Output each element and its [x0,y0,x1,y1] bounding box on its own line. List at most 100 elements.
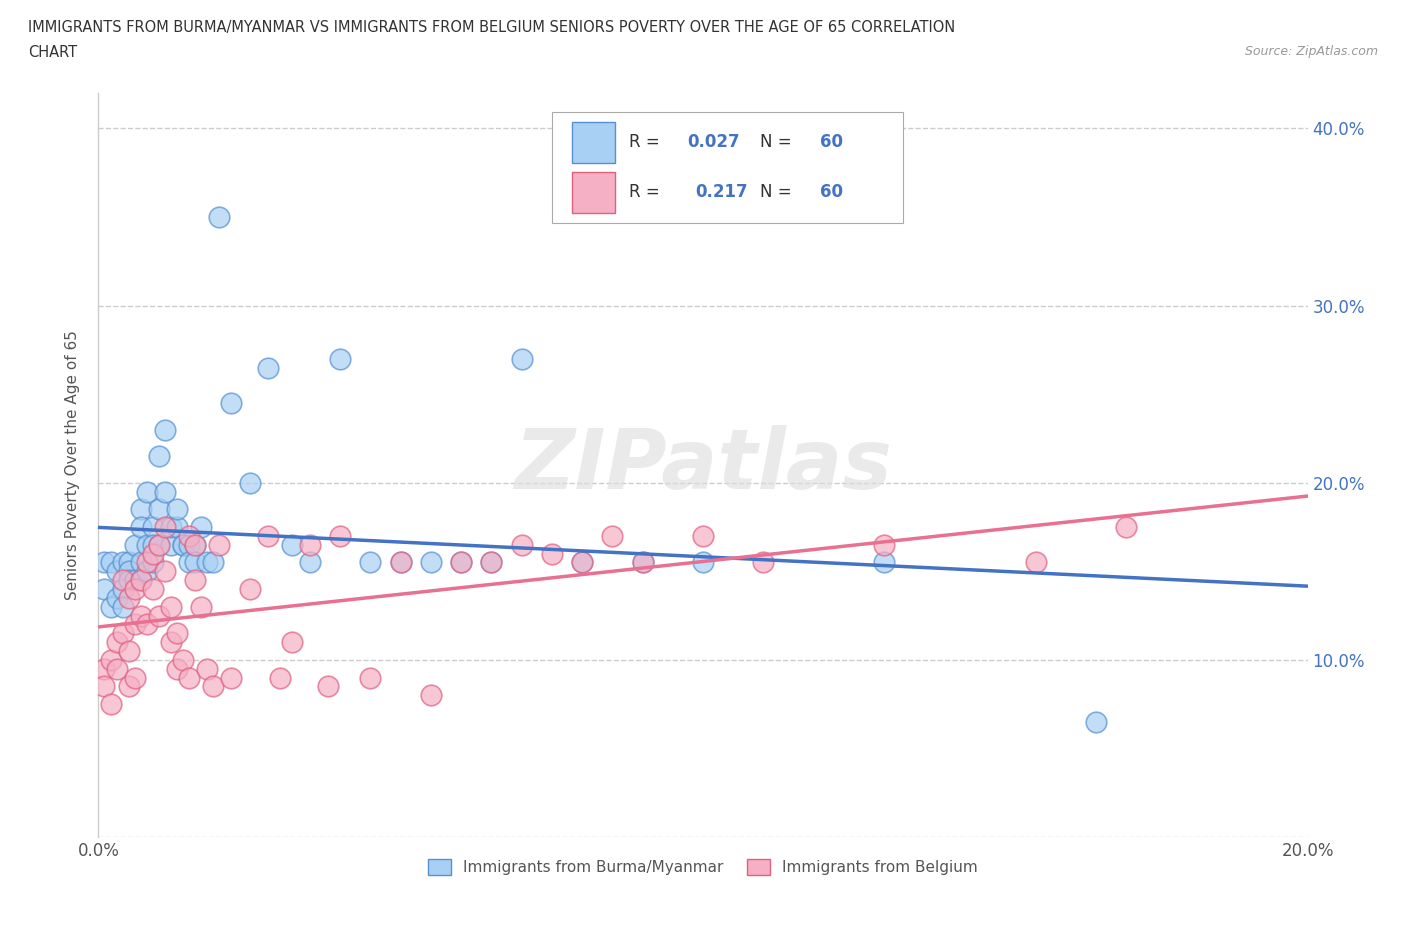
Point [111,626,134,641]
FancyBboxPatch shape [572,172,614,213]
Point [316,679,339,694]
Text: R =: R = [630,134,665,152]
Point [124,617,146,631]
Point [166,520,188,535]
Point [299,555,322,570]
FancyBboxPatch shape [572,122,614,163]
Point [269,671,291,685]
Point [100,653,122,668]
Point [329,352,352,366]
Point [752,555,775,570]
Point [153,564,176,578]
Y-axis label: Seniors Poverty Over the Age of 65: Seniors Poverty Over the Age of 65 [65,330,80,600]
Point [118,679,141,694]
Point [329,528,352,543]
Text: CHART: CHART [28,45,77,60]
Point [239,581,262,596]
Point [124,671,146,685]
Point [166,626,188,641]
Point [93,555,115,570]
Point [184,555,207,570]
Point [281,538,304,552]
Point [135,564,157,578]
Text: ZIPatlas: ZIPatlas [515,424,891,506]
Point [105,591,128,605]
Point [221,395,243,410]
Text: 0.217: 0.217 [696,183,748,201]
Point [142,555,165,570]
Point [631,555,654,570]
Point [153,485,176,499]
Point [111,555,134,570]
Text: 60: 60 [820,134,844,152]
Point [142,538,165,552]
Point [1085,714,1108,729]
Point [510,352,533,366]
Point [129,573,152,588]
Text: 60: 60 [820,183,844,201]
Point [540,546,562,561]
Point [450,555,472,570]
Text: Source: ZipAtlas.com: Source: ZipAtlas.com [1244,45,1378,58]
Point [105,634,128,649]
Text: 0.027: 0.027 [688,134,740,152]
Point [111,599,134,614]
Point [118,591,141,605]
Point [389,555,412,570]
Point [118,564,141,578]
Point [179,528,201,543]
Point [172,538,194,552]
Point [190,520,212,535]
Point [481,555,503,570]
Point [420,555,443,570]
Point [160,599,183,614]
Point [135,485,157,499]
Point [221,671,243,685]
Point [190,599,212,614]
Point [179,671,201,685]
Point [873,555,896,570]
Point [129,520,152,535]
Point [208,538,231,552]
Point [202,679,225,694]
Point [184,573,207,588]
Point [148,448,170,463]
Point [299,538,322,552]
Point [256,528,278,543]
Point [111,573,134,588]
Point [135,617,157,631]
Point [166,502,188,517]
Point [153,422,176,437]
Point [195,661,218,676]
Point [100,697,122,711]
Point [105,661,128,676]
Point [129,502,152,517]
Point [172,653,194,668]
Point [148,502,170,517]
Point [129,608,152,623]
Point [129,573,152,588]
Point [202,555,225,570]
Point [142,581,165,596]
Point [481,555,503,570]
Point [148,538,170,552]
Point [571,555,593,570]
Point [360,555,382,570]
Point [124,581,146,596]
Point [135,555,157,570]
FancyBboxPatch shape [551,112,903,223]
Text: N =: N = [759,134,797,152]
Point [118,644,141,658]
Point [93,661,115,676]
Text: IMMIGRANTS FROM BURMA/MYANMAR VS IMMIGRANTS FROM BELGIUM SENIORS POVERTY OVER TH: IMMIGRANTS FROM BURMA/MYANMAR VS IMMIGRA… [28,20,955,35]
Point [195,555,218,570]
Point [184,538,207,552]
Point [208,209,231,224]
Point [142,520,165,535]
Text: R =: R = [630,183,671,201]
Point [692,528,714,543]
Point [160,634,183,649]
Point [166,661,188,676]
Point [1115,520,1137,535]
Point [873,538,896,552]
